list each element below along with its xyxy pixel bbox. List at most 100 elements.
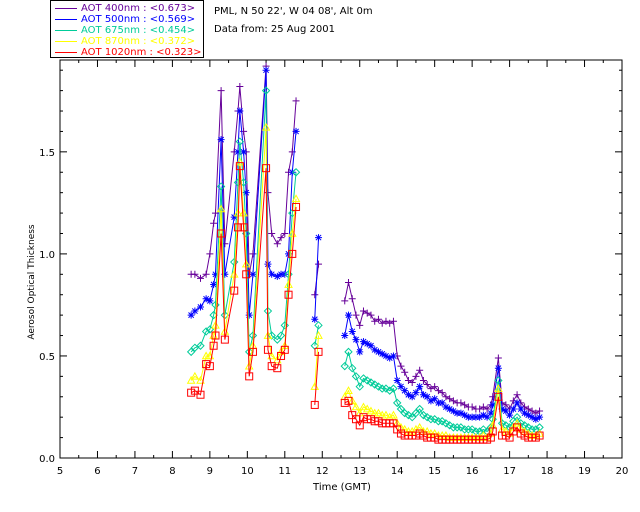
data-point xyxy=(498,405,506,413)
data-point xyxy=(348,363,357,373)
data-point xyxy=(389,384,398,393)
data-point xyxy=(363,376,372,385)
data-point xyxy=(355,421,364,430)
series-line xyxy=(190,90,297,353)
data-point xyxy=(367,342,375,350)
data-point xyxy=(386,354,394,362)
data-point xyxy=(315,234,323,242)
data-point xyxy=(441,419,451,428)
x-tick-label: 13 xyxy=(353,466,366,477)
data-point xyxy=(532,409,540,417)
data-point xyxy=(434,399,442,407)
data-point xyxy=(351,402,361,411)
data-point xyxy=(464,425,473,434)
data-point xyxy=(389,410,398,419)
data-point xyxy=(311,291,319,299)
data-point xyxy=(314,321,323,330)
data-point xyxy=(521,409,529,417)
data-point xyxy=(261,86,271,95)
x-tick-label: 5 xyxy=(57,466,63,477)
legend-item-675nm: AOT 675nm : <0.454> xyxy=(55,25,195,36)
data-point xyxy=(412,372,420,380)
data-point xyxy=(359,307,367,315)
y-tick-label: 1.0 xyxy=(39,250,55,261)
data-point xyxy=(457,399,465,407)
data-point xyxy=(292,97,300,105)
data-point xyxy=(217,87,225,95)
data-point xyxy=(240,148,248,156)
data-point xyxy=(438,389,446,397)
data-point xyxy=(483,405,491,413)
x-axis-label: Time (GMT) xyxy=(312,482,371,493)
data-point xyxy=(449,397,457,405)
data-point xyxy=(202,270,210,278)
data-point xyxy=(277,234,285,242)
legend: AOT 400nm : <0.673> AOT 500nm : <0.569> … xyxy=(50,0,204,58)
data-point xyxy=(389,352,397,360)
legend-label-870nm: AOT 870nm : <0.372> xyxy=(81,36,196,47)
data-point xyxy=(378,384,387,393)
data-point xyxy=(381,384,391,393)
data-point xyxy=(431,383,439,391)
data-point xyxy=(446,395,454,403)
series-3 xyxy=(186,122,544,441)
data-point xyxy=(352,311,360,319)
data-point xyxy=(461,401,469,409)
data-point xyxy=(314,331,323,339)
data-point xyxy=(434,387,442,395)
series-0 xyxy=(187,62,544,417)
data-point xyxy=(419,376,427,384)
data-point xyxy=(382,352,390,360)
data-point xyxy=(431,395,439,403)
data-point xyxy=(264,189,272,197)
data-point xyxy=(352,336,360,344)
legend-label-500nm: AOT 500nm : <0.569> xyxy=(81,14,196,25)
x-tick-label: 10 xyxy=(241,466,254,477)
data-point xyxy=(488,427,497,436)
data-point xyxy=(502,401,510,409)
x-tick-label: 12 xyxy=(316,466,329,477)
data-point xyxy=(210,281,218,289)
date-info: Data from: 25 Aug 2001 xyxy=(214,24,335,35)
data-point xyxy=(536,413,544,421)
data-point xyxy=(416,366,424,374)
data-point xyxy=(536,407,544,415)
data-point xyxy=(262,66,270,74)
data-point xyxy=(362,404,372,413)
data-point xyxy=(196,341,205,350)
data-point xyxy=(201,327,211,336)
data-point xyxy=(385,386,394,395)
data-point xyxy=(502,407,510,415)
data-point xyxy=(190,386,199,395)
x-tick-label: 8 xyxy=(169,466,175,477)
data-point xyxy=(359,338,367,346)
data-point xyxy=(187,311,195,319)
data-point xyxy=(211,331,220,340)
data-point xyxy=(344,347,353,357)
y-tick-label: 1.5 xyxy=(39,148,55,159)
data-point xyxy=(472,413,480,421)
data-point xyxy=(359,374,368,383)
data-point xyxy=(196,375,205,384)
data-point xyxy=(404,391,412,399)
data-point xyxy=(229,269,239,278)
data-point xyxy=(366,406,376,415)
data-point xyxy=(348,327,356,335)
data-point xyxy=(423,381,431,389)
data-point xyxy=(288,249,297,258)
data-point xyxy=(408,393,416,401)
data-point xyxy=(249,270,257,278)
x-tick-label: 16 xyxy=(466,466,479,477)
data-point xyxy=(366,378,376,387)
data-point xyxy=(442,403,450,411)
data-point xyxy=(284,290,293,299)
data-point xyxy=(205,362,214,371)
data-point xyxy=(276,347,286,356)
data-point xyxy=(268,229,276,237)
data-point xyxy=(245,311,253,319)
data-point xyxy=(211,300,220,310)
x-tick-label: 7 xyxy=(132,466,138,477)
data-point xyxy=(245,372,254,381)
location-info: PML, N 50 22', W 04 08', Alt 0m xyxy=(214,6,373,17)
